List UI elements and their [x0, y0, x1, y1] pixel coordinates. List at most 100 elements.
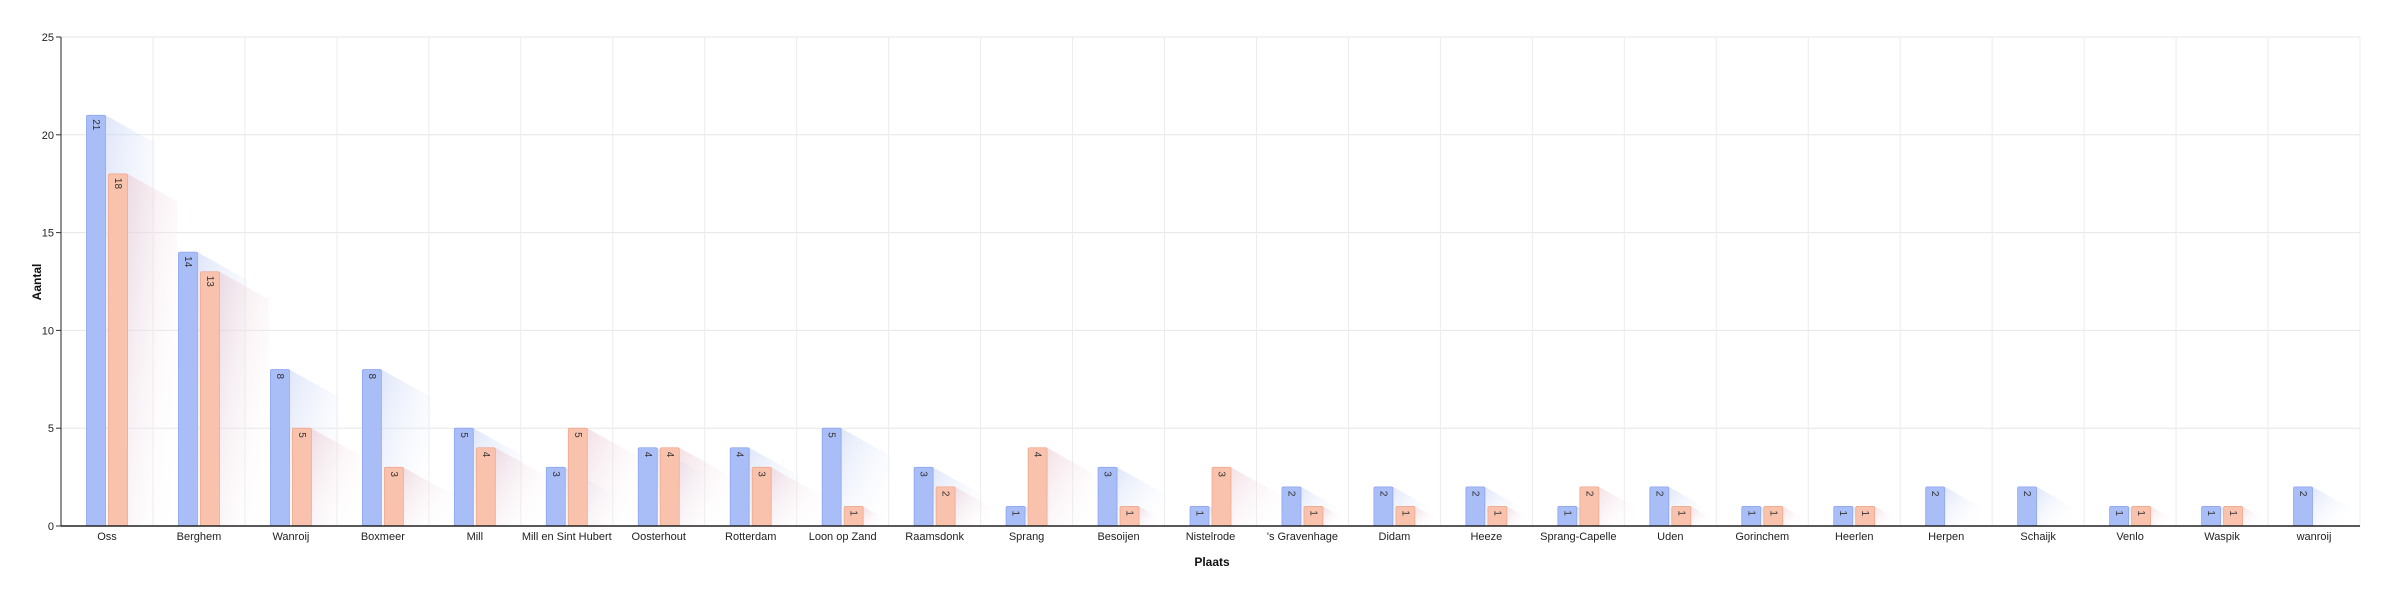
bar[interactable] — [108, 173, 128, 527]
bar-value-label: 3 — [918, 471, 929, 477]
bar-value-label: 4 — [642, 452, 653, 458]
bar[interactable] — [821, 427, 842, 527]
x-tick-label: Besoijen — [1097, 531, 1139, 543]
bar-value-label: 1 — [1010, 510, 1021, 516]
bar-shadow — [1690, 506, 1709, 526]
bar[interactable] — [269, 369, 290, 527]
x-tick-label: Uden — [1657, 531, 1683, 543]
bar[interactable] — [200, 271, 220, 527]
bar-value-label: 3 — [1216, 471, 1227, 477]
bar-value-label: 2 — [2021, 491, 2032, 497]
bar[interactable] — [291, 427, 312, 527]
bar[interactable] — [1557, 506, 1578, 527]
bar-shadow — [1944, 486, 1980, 526]
bar-shadow — [495, 447, 545, 526]
x-tick-label: Waspik — [2204, 531, 2240, 543]
y-tick-label: 5 — [48, 423, 54, 435]
bar-value-label: 2 — [1285, 491, 1296, 497]
bar[interactable] — [1671, 506, 1692, 527]
bar[interactable] — [1741, 506, 1762, 527]
bar-shadow — [127, 173, 177, 527]
bar[interactable] — [567, 427, 588, 527]
bar-value-label: 1 — [2227, 510, 2238, 516]
bar-shadow — [1047, 447, 1097, 526]
bar-value-label: 8 — [366, 374, 377, 380]
bar[interactable] — [1855, 506, 1876, 527]
bar-shadow — [955, 486, 991, 526]
bar-value-label: 18 — [112, 178, 123, 190]
bar[interactable] — [1119, 506, 1140, 527]
bar[interactable] — [361, 369, 382, 527]
x-tick-label: Venlo — [2116, 531, 2144, 543]
bar-value-label: 1 — [1307, 510, 1318, 516]
bar-shadow — [1414, 506, 1433, 526]
bar[interactable] — [1395, 506, 1416, 527]
bar-value-label: 2 — [2297, 491, 2308, 497]
bar-value-label: 1 — [1561, 510, 1572, 516]
bar-shadow — [863, 506, 881, 526]
bar[interactable] — [843, 506, 864, 527]
bar-shadow — [1782, 506, 1801, 526]
bar-value-label: 5 — [296, 432, 307, 438]
bar[interactable] — [637, 447, 658, 527]
bar[interactable] — [86, 114, 106, 527]
bar-value-label: 1 — [1491, 510, 1502, 516]
bar-value-label: 4 — [1032, 452, 1043, 458]
bar[interactable] — [659, 447, 680, 527]
bar-value-label: 1 — [1124, 510, 1135, 516]
bar-value-label: 4 — [480, 452, 491, 458]
bar[interactable] — [1303, 506, 1324, 527]
bar-value-label: 2 — [1653, 491, 1664, 497]
bar-shadow — [1231, 467, 1281, 526]
bar-shadows — [105, 115, 2348, 527]
y-tick-label: 20 — [42, 130, 54, 142]
grid-lines — [61, 36, 2361, 526]
bar-value-label: 1 — [1859, 510, 1870, 516]
x-tick-label: wanroij — [2296, 531, 2332, 543]
bar-shadow — [1506, 506, 1525, 526]
bar-value-label: 1 — [848, 510, 859, 516]
bar-shadow — [1598, 486, 1635, 526]
bar-value-label: 1 — [2135, 510, 2146, 516]
x-tick-label: Wanroij — [272, 531, 309, 543]
bar[interactable] — [1189, 506, 1210, 527]
bar[interactable] — [2223, 506, 2243, 527]
x-tick-label: Mill — [467, 531, 484, 543]
bar[interactable] — [1833, 506, 1854, 527]
bar-value-label: 1 — [1194, 510, 1205, 516]
bar-value-label: 3 — [756, 471, 767, 477]
bar[interactable] — [2109, 506, 2130, 527]
y-tick-label: 0 — [48, 521, 54, 533]
bar[interactable] — [2131, 506, 2152, 527]
bar[interactable] — [475, 447, 496, 527]
x-tick-label: Herpen — [1928, 531, 1964, 543]
x-tick-label: Loon op Zand — [809, 531, 877, 543]
bar-value-label: 1 — [1399, 510, 1410, 516]
bar-value-label: 14 — [182, 256, 193, 268]
bar[interactable] — [729, 447, 750, 527]
x-tick-label: Raamsdonk — [905, 531, 964, 543]
bar[interactable] — [453, 427, 474, 527]
bar[interactable] — [1763, 506, 1784, 527]
bar[interactable] — [178, 251, 198, 527]
bar-shadow — [2312, 486, 2348, 526]
bar[interactable] — [1005, 506, 1026, 527]
bar-value-label: 5 — [458, 432, 469, 438]
bar-value-label: 1 — [1767, 510, 1778, 516]
bar-shadow — [771, 467, 821, 526]
x-tick-label: Didam — [1379, 531, 1411, 543]
bar[interactable] — [1487, 506, 1508, 527]
y-tick-label: 15 — [42, 228, 54, 240]
bar-value-label: 1 — [1675, 510, 1686, 516]
x-tick-label: Oosterhout — [632, 531, 686, 543]
bar[interactable] — [1027, 447, 1048, 527]
bar[interactable] — [2201, 506, 2221, 527]
bar-shadow — [679, 447, 729, 526]
y-axis-title: Aantal — [30, 264, 44, 301]
bar-value-label: 1 — [2205, 510, 2216, 516]
bar-value-label: 1 — [1837, 510, 1848, 516]
bar-shadow — [2242, 506, 2261, 526]
